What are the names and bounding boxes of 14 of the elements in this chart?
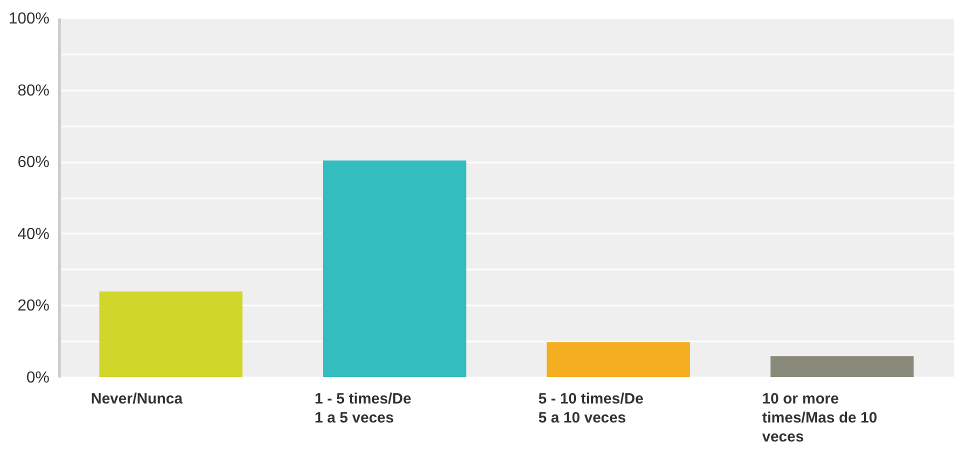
x-tick-label: Never/Nunca [90,390,184,408]
y-tick-label: 40% [17,226,50,243]
y-tick-label: 60% [17,154,50,172]
y-tick-label: 0% [26,370,50,386]
x-tick-label: 1 - 5 times/De 1 a 5 veces [314,390,412,426]
y-tick-label: 20% [17,298,50,315]
bar [99,292,242,377]
bar [323,160,466,377]
x-tick-label: 10 or more times/Mas de 10 veces [762,390,878,446]
bar [546,342,690,377]
x-tick-label: 5 - 10 times/De 5 a 10 veces [538,390,644,426]
bar [770,356,914,377]
y-tick-label: 80% [17,82,50,100]
y-tick-label: 100% [8,10,50,28]
